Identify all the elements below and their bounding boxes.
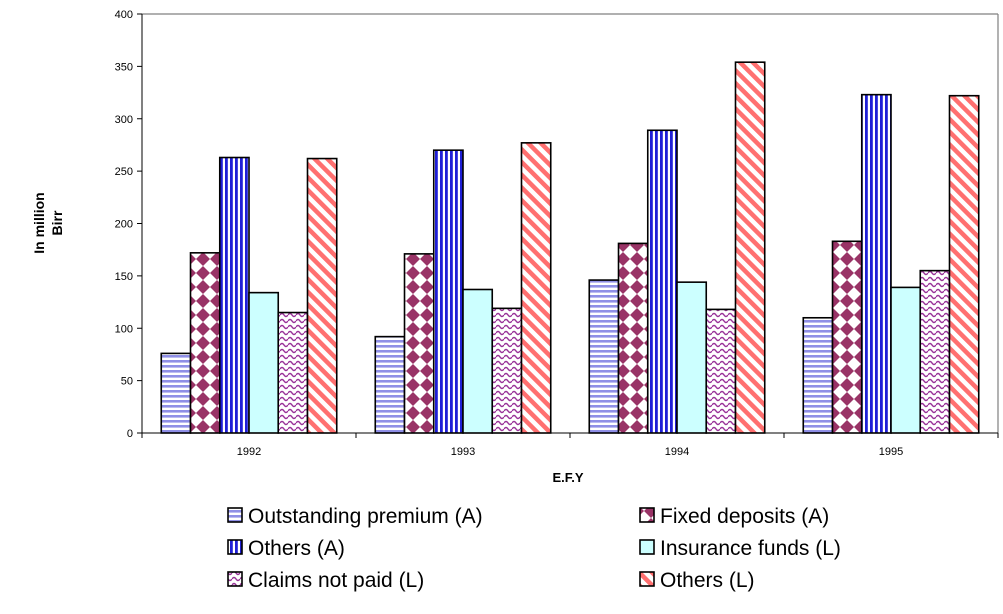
legend-label: Others (A) [248,537,345,560]
bar-claims-not-paid-l-1995 [919,269,951,434]
bar-outstanding-premium-a-1993 [374,335,406,434]
y-axis-title-line2: Birr [49,210,65,235]
legend-label: Others (L) [660,569,755,592]
bar-others-a-1992 [218,156,250,434]
y-tick-label: 350 [115,61,133,73]
legend-label: Insurance funds (L) [660,537,841,560]
bar-fixed-deposits-a-1994 [617,242,649,434]
legend-swatch [227,539,243,555]
plot-area: 0 50 100 150 200 250 300 350 400 1992 1993 1994 1995 [115,9,999,458]
y-tick-label: 150 [115,271,133,283]
bar-others-l-1993 [520,142,552,434]
legend-label: Claims not paid (L) [248,569,424,592]
bar-fixed-deposits-a-1995 [831,240,863,434]
legend-swatch [639,539,655,555]
y-tick-label: 50 [121,376,133,388]
y-tick-label: 250 [115,166,133,178]
y-tick-label: 400 [115,9,133,21]
bar-others-l-1994 [734,61,766,434]
x-tick-label: 1993 [451,446,475,458]
bar-outstanding-premium-a-1992 [160,352,192,434]
bar-fixed-deposits-a-1992 [189,252,221,434]
legend: Outstanding premium (A) Fixed deposits (A… [227,505,841,592]
bar-others-a-1993 [432,149,464,434]
legend-label: Fixed deposits (A) [660,505,829,528]
legend-swatch [639,571,655,587]
bar-insurance-funds-l-1993 [462,288,494,434]
y-tick-label: 200 [115,219,133,231]
legend-label: Outstanding premium (A) [248,505,483,528]
bar-outstanding-premium-a-1994 [588,279,620,434]
y-tick-label: 300 [115,114,133,126]
x-tick-label: 1992 [237,446,261,458]
bar-fixed-deposits-a-1993 [403,253,435,434]
legend-swatch [639,507,655,523]
bar-claims-not-paid-l-1992 [277,311,309,434]
x-tick-label: 1994 [665,446,689,458]
bar-claims-not-paid-l-1993 [491,307,523,434]
legend-swatch [227,571,243,587]
bar-others-l-1995 [948,94,980,434]
x-tick-label: 1995 [879,446,903,458]
y-tick-label: 100 [115,323,133,335]
bar-insurance-funds-l-1992 [248,291,280,434]
bar-outstanding-premium-a-1995 [802,316,834,434]
bar-others-a-1995 [860,93,892,434]
bar-insurance-funds-l-1994 [676,281,708,434]
legend-swatch [227,507,243,523]
bar-insurance-funds-l-1995 [890,286,922,434]
y-axis-title-line1: In million [31,192,47,253]
bar-others-l-1992 [306,157,338,434]
bar-claims-not-paid-l-1994 [705,308,737,434]
x-axis-title: E.F.Y [552,470,583,485]
y-tick-label: 0 [127,428,133,440]
bar-others-a-1994 [646,129,678,434]
